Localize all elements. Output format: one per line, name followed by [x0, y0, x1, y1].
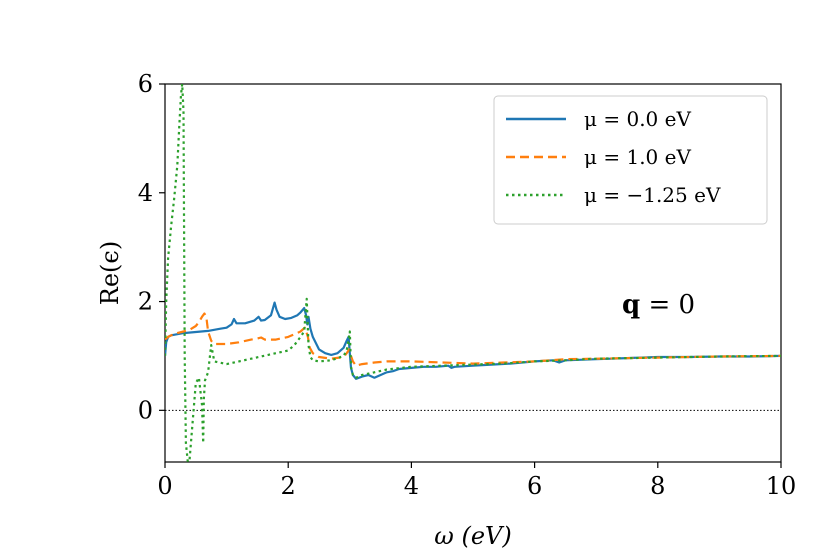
x-tick-label: 0	[157, 472, 172, 500]
y-axis-label: Re(ϵ)	[96, 241, 124, 305]
x-tick-label: 4	[404, 472, 419, 500]
x-tick-label: 8	[650, 472, 665, 500]
q-annotation-bold: q	[622, 290, 640, 320]
legend-box	[493, 95, 768, 225]
y-tick-label: 6	[138, 70, 153, 98]
x-axis-label: ω (eV)	[434, 522, 511, 548]
x-tick-label: 2	[281, 472, 296, 500]
series-line-0	[165, 301, 781, 380]
x-tick-label: 10	[766, 472, 797, 500]
y-tick-label: 2	[138, 288, 153, 316]
x-tick-label: 6	[527, 472, 542, 500]
x-ticks: 0 2 4 6 8 10	[157, 462, 796, 500]
plot-frame	[164, 83, 782, 463]
legend-label-2: μ = −1.25 eV	[584, 183, 721, 207]
y-tick-label: 4	[138, 179, 153, 207]
legend: μ = 0.0 eV μ = 1.0 eV μ = −1.25 eV	[493, 95, 768, 225]
series-group	[165, 84, 781, 462]
series-line-2	[165, 84, 781, 462]
q-annotation: q = 0	[622, 290, 695, 320]
legend-label-1: μ = 1.0 eV	[584, 145, 691, 169]
legend-label-0: μ = 0.0 eV	[584, 107, 691, 131]
y-tick-label: 0	[138, 396, 153, 424]
y-ticks: 0 2 4 6	[138, 70, 165, 424]
q-annotation-rest: = 0	[640, 290, 695, 320]
